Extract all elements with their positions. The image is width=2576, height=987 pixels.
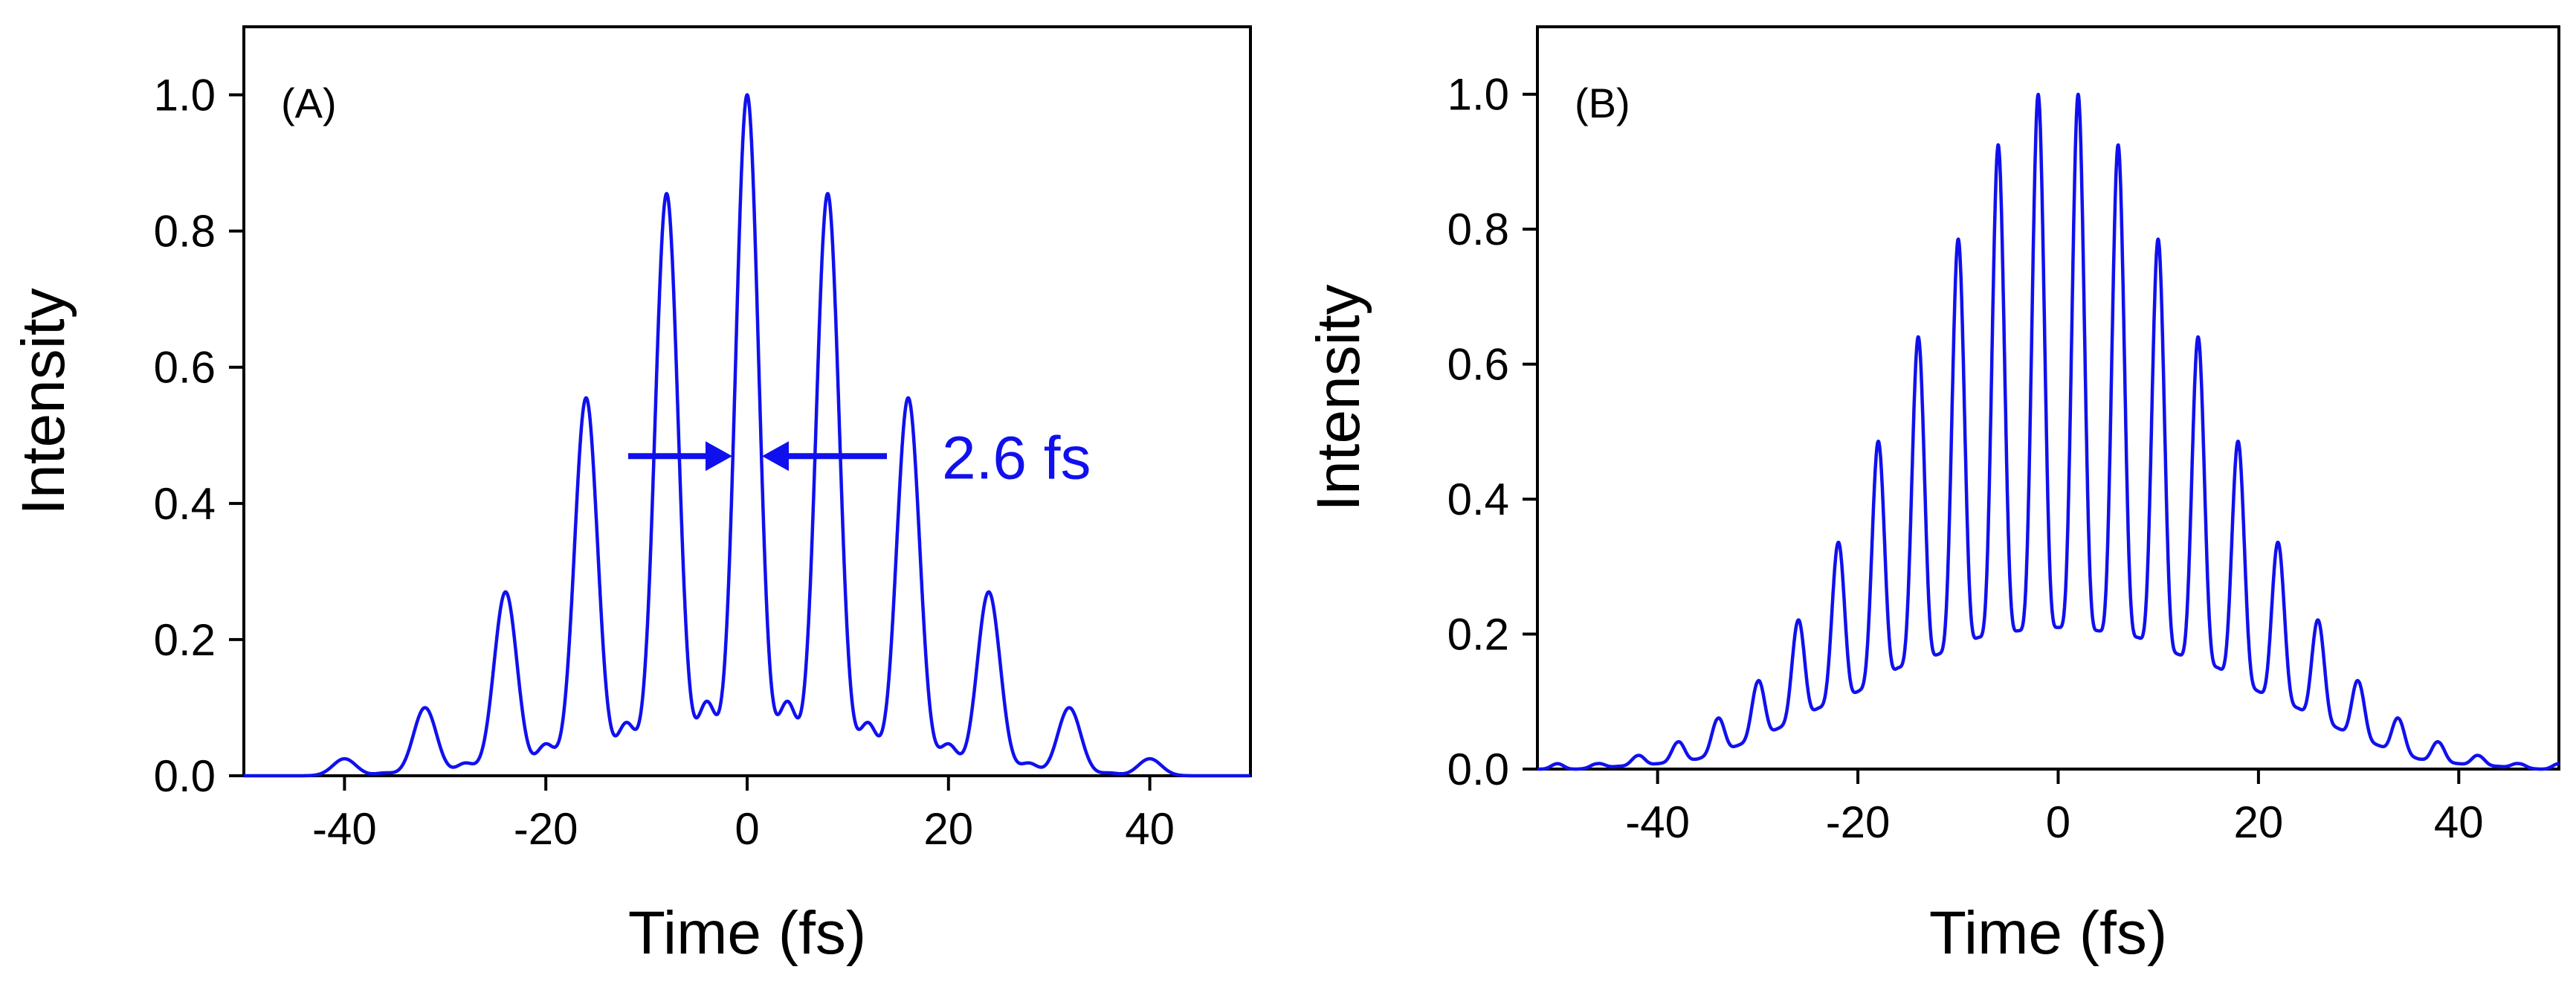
y-tick-label: 0.0 — [1447, 745, 1509, 794]
series-line — [242, 93, 1252, 778]
fwhm-label: 2.6 fs — [942, 424, 1091, 492]
fwhm-arrowhead-right — [762, 441, 789, 472]
x-tick-label: -40 — [312, 804, 377, 854]
x-tick-label: 20 — [2234, 797, 2284, 847]
y-axis-title: Intensity — [1305, 284, 1372, 511]
x-tick-label: -20 — [514, 804, 578, 854]
plot-frame — [242, 25, 1252, 777]
chart-panel-a: -40 -20 0 20 40 0.0 0.2 0.4 0.6 0.8 1.0 Time (fs) In… — [10, 25, 1252, 967]
y-tick-label: 0.6 — [154, 343, 216, 393]
x-tick-label: 0 — [2046, 797, 2070, 847]
x-axis-title: Time (fs) — [628, 899, 866, 967]
series-line — [1536, 92, 2560, 771]
y-tick-label: 0.4 — [1447, 475, 1509, 524]
x-tick-label: 40 — [1125, 804, 1175, 854]
x-axis-title: Time (fs) — [1929, 899, 2167, 967]
fwhm-arrowhead-left — [706, 441, 732, 472]
y-axis-title: Intensity — [10, 288, 77, 515]
x-tick-label: 20 — [923, 804, 973, 854]
chart-panel-b: -40 -20 0 20 40 0.0 0.2 0.4 0.6 0.8 1.0 Time (fs) In… — [1305, 25, 2560, 967]
y-tick-label: 1.0 — [154, 71, 216, 120]
y-tick-label: 0.8 — [154, 207, 216, 257]
panel-label: (A) — [281, 80, 337, 126]
plot-frame — [1536, 25, 2560, 771]
x-tick-label: -40 — [1625, 797, 1690, 847]
y-tick-label: 0.0 — [154, 751, 216, 801]
y-tick-label: 0.4 — [154, 479, 216, 529]
y-tick-label: 0.2 — [154, 615, 216, 665]
fwhm-annotation: 2.6 fs — [628, 424, 1091, 492]
x-tick-label: 40 — [2434, 797, 2484, 847]
y-tick-label: 0.6 — [1447, 340, 1509, 390]
y-tick-label: 0.2 — [1447, 610, 1509, 660]
x-tick-label: 0 — [735, 804, 759, 854]
y-tick-label: 0.8 — [1447, 205, 1509, 254]
y-tick-label: 1.0 — [1447, 70, 1509, 120]
x-tick-label: -20 — [1826, 797, 1891, 847]
panel-label: (B) — [1575, 80, 1630, 126]
